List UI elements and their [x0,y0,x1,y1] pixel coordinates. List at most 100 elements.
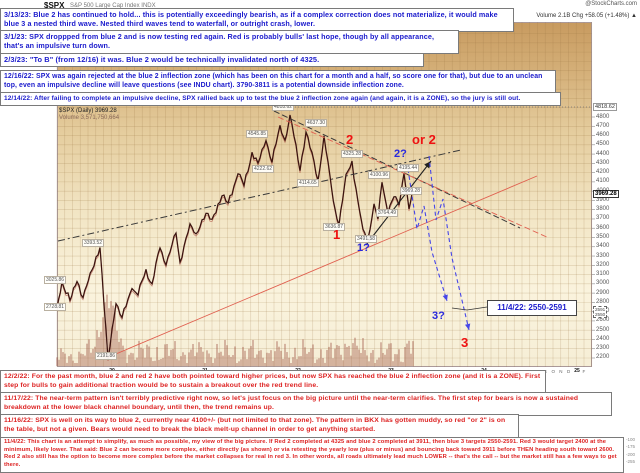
note-2023-03-01: 3/1/23: SPX droppped from blue 2 and is … [0,30,459,54]
volume-bar [350,355,352,366]
volume-bar [244,350,246,366]
volume-bar [280,350,282,366]
volume-bar [214,358,216,366]
volume-bar [300,356,302,366]
volume-bar [196,352,198,366]
quote-info-line: Volume 2.1B Chg +58.05 (+1.48%) ▲ [536,13,637,19]
volume-bar [164,344,166,366]
volume-bar [268,353,270,366]
note-2022-11-17: 11/17/22: The near-term pattern isn't te… [0,392,612,416]
volume-bar [266,352,268,366]
volume-bar [70,354,72,366]
volume-bar [150,357,152,366]
volume-bar [238,361,240,366]
volume-bar [366,355,368,366]
arrowhead [424,161,431,169]
volume-bar [172,349,174,366]
volume-bar [296,359,298,366]
volume-bar [392,361,394,366]
chart-legend-price: $SPX (Daily) 3969.28 [59,108,117,114]
volume-bar [360,352,362,366]
volume-bar [342,360,344,366]
volume-bar [340,354,342,366]
volume-bar [64,353,66,366]
volume-bar [270,350,272,366]
volume-bar [254,357,256,366]
volume-bar [84,355,86,366]
volume-bar [274,351,276,366]
volume-bar [100,331,102,366]
volume-bar [204,363,206,366]
volume-bar [144,357,146,366]
volume-bar [208,353,210,366]
black-rising-support [57,149,462,242]
volume-bar [250,345,252,366]
volume-bar [260,350,262,366]
volume-bar [346,346,348,366]
red-rising-trendline [103,175,538,360]
volume-bar [218,352,220,366]
volume-bar [322,357,324,366]
volume-bar [292,357,294,366]
volume-bar [312,344,314,366]
volume-bar [302,339,304,366]
volume-bar [364,350,366,366]
volume-bar [174,341,176,366]
volume-bar [362,338,364,366]
volume-bar [258,350,260,366]
volume-bar [262,357,264,366]
volume-bar [62,352,64,366]
volume-bar [370,352,372,366]
volume-bar [400,361,402,366]
callout-leader-line [451,306,488,311]
volume-bar [232,355,234,366]
volume-bar [386,349,388,366]
volume-bar [130,352,132,366]
price-path [56,114,413,359]
volume-bar [276,341,278,366]
volume-bar [76,363,78,366]
volume-bar [222,355,224,366]
volume-bar [372,350,374,366]
volume-bar [284,343,286,366]
volume-bar [352,343,354,366]
volume-bar [88,339,90,366]
volume-bar [398,349,400,366]
volume-bar [168,355,170,366]
volume-bar [146,344,148,366]
note-2022-11-16: 11/16/22: SPX is well on its way to blue… [0,414,519,438]
volume-bar [160,358,162,366]
volume-bar [306,353,308,366]
volume-bar [354,337,356,366]
volume-bar [156,347,158,366]
volume-bar [140,347,142,366]
volume-bar [94,346,96,366]
volume-bar [368,361,370,366]
volume-bar [98,337,100,366]
volume-bar [374,363,376,366]
volume-bar [410,353,412,366]
volume-bar [188,352,190,366]
volume-bar [212,363,214,366]
volume-bar [358,349,360,366]
arrowhead [442,294,448,301]
volume-bar [384,354,386,366]
volume-bar [106,294,108,366]
volume-bar [334,348,336,366]
volume-bar [118,341,120,366]
volume-bar [148,346,150,366]
volume-bar [116,330,118,366]
volume-bar [234,346,236,366]
volume-bar [114,308,116,366]
note-2023-02-03: 2/3/23: "To B" (from 12/16) it was. Blue… [0,53,424,68]
volume-bar [132,353,134,366]
volume-bar [68,356,70,366]
note-2022-12-16: 12/16/22: SPX was again rejected at the … [0,70,556,94]
volume-bar [252,339,254,366]
volume-bar [102,317,104,366]
stockcharts-credit: @StockCharts.com [585,1,637,7]
volume-bar [152,361,154,366]
volume-bar [58,359,60,366]
volume-bar [220,351,222,366]
